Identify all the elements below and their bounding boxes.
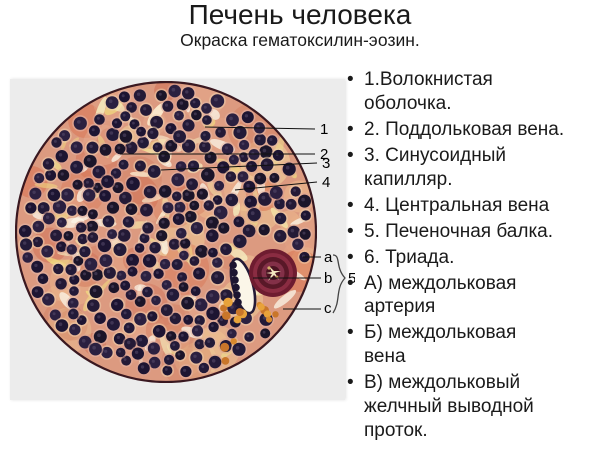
svg-text:c: c [324, 300, 332, 317]
svg-text:b: b [324, 270, 332, 287]
svg-text:a: a [324, 249, 333, 266]
svg-text:1: 1 [320, 121, 328, 138]
svg-text:3: 3 [322, 155, 330, 172]
svg-text:4: 4 [322, 174, 330, 191]
